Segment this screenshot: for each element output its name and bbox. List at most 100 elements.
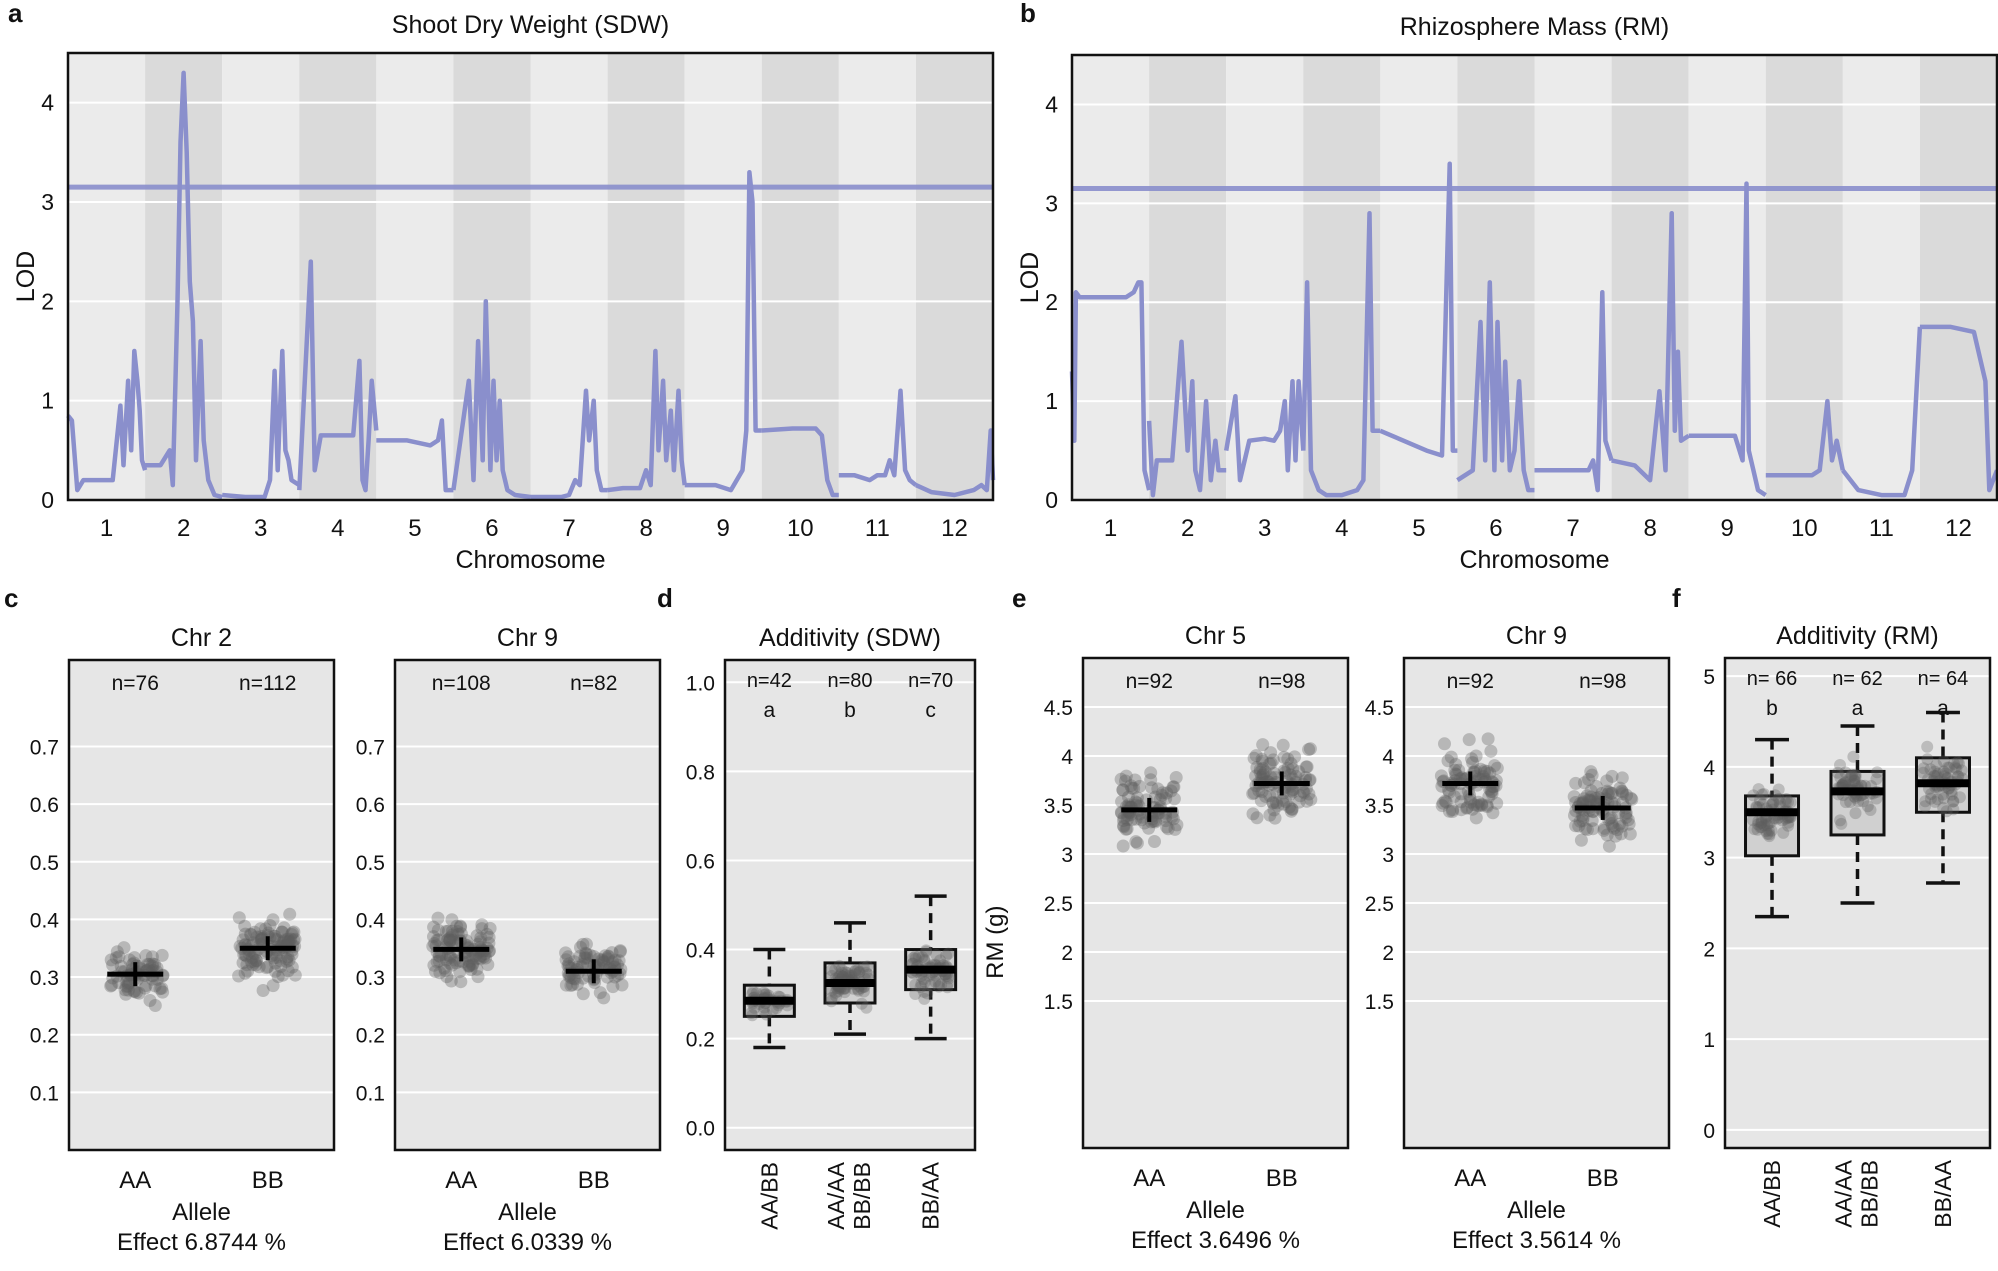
data-point (746, 1009, 759, 1022)
data-point (597, 991, 611, 1005)
data-point (146, 957, 160, 971)
data-point (261, 929, 275, 943)
data-point (1460, 801, 1474, 814)
data-point (471, 970, 485, 984)
y-tick-label: 0.4 (356, 909, 386, 932)
y-tick-label: 3.5 (1365, 795, 1394, 818)
data-point (437, 961, 451, 975)
data-point (1917, 766, 1930, 779)
x-tick-label: 8 (639, 515, 652, 542)
data-point (469, 952, 483, 966)
data-point (1249, 749, 1263, 763)
data-point (1485, 785, 1499, 798)
data-point (267, 932, 281, 946)
data-point (119, 987, 133, 1001)
x-tick-text: AA/BB (1759, 1160, 1785, 1228)
data-point (579, 947, 593, 961)
data-point (155, 981, 169, 995)
data-point (934, 954, 947, 967)
data-point (483, 921, 497, 935)
x-tick-text: AA/AABB/BB (823, 1161, 875, 1229)
data-point (581, 957, 595, 970)
data-point (249, 958, 263, 972)
data-point (1144, 766, 1158, 780)
data-point (1747, 789, 1760, 802)
data-point (269, 948, 283, 962)
data-point (1480, 800, 1494, 814)
data-point (1135, 813, 1149, 827)
data-point (1772, 783, 1785, 796)
data-point (155, 948, 169, 962)
data-point (112, 950, 126, 964)
data-point (1623, 827, 1637, 841)
data-point (1286, 762, 1300, 776)
data-point (1760, 825, 1772, 838)
data-point (1624, 791, 1638, 805)
data-point (282, 953, 296, 967)
data-point (1776, 814, 1789, 827)
data-point (1577, 776, 1591, 790)
data-point (244, 955, 258, 969)
data-point (1148, 835, 1161, 848)
data-point (1931, 793, 1944, 806)
data-point (1937, 755, 1950, 768)
data-point (1861, 800, 1874, 813)
data-point (943, 972, 955, 985)
data-point (580, 951, 594, 965)
y-tick-label: 4 (1061, 746, 1073, 769)
data-point (1755, 814, 1768, 827)
panel-letter: e (1012, 583, 1026, 613)
data-point (117, 941, 131, 955)
data-point (1831, 766, 1844, 779)
data-point (442, 932, 456, 946)
allele-plot-c1: 0.1 0.2 0.3 0.4 0.5 0.6 0.7 n=76 AA n=112 BB Chr 2 A… (30, 624, 336, 1256)
data-point (758, 986, 770, 999)
data-point (578, 950, 592, 964)
data-point (270, 950, 283, 964)
plot-frame (723, 658, 977, 1152)
panel-letter: a (8, 0, 23, 28)
y-tick-label: 4.5 (1044, 697, 1073, 720)
x-tick-label: 4 (331, 515, 344, 542)
data-point (839, 969, 852, 981)
data-point (288, 968, 302, 982)
data-point (1779, 796, 1792, 809)
data-point (430, 933, 444, 947)
data-point (462, 959, 476, 973)
data-point (443, 933, 457, 947)
data-point (473, 952, 487, 966)
data-point (1758, 788, 1771, 801)
data-point (566, 978, 579, 992)
data-point (1837, 777, 1850, 790)
data-point (1864, 804, 1877, 816)
data-point (468, 949, 482, 963)
x-tick-label: 12 (1945, 515, 1972, 542)
data-point (1756, 788, 1769, 801)
data-point (1467, 798, 1481, 812)
data-point (1292, 765, 1306, 779)
y-tick-label: 1.5 (1044, 991, 1073, 1014)
effect-size: Effect 6.0339 % (443, 1229, 612, 1256)
x-tick-label: 8 (1643, 515, 1656, 542)
data-point (446, 933, 460, 947)
data-point (268, 964, 282, 978)
lod-curve-chr4 (297, 259, 379, 493)
data-point (1919, 795, 1932, 808)
data-point (1625, 792, 1639, 806)
data-point (1569, 819, 1583, 833)
x-tick-label: 5 (1412, 515, 1425, 542)
data-point (1575, 809, 1589, 823)
data-point (1573, 814, 1587, 828)
data-point (1122, 790, 1135, 804)
data-point (267, 929, 281, 943)
significance-letter: a (1852, 697, 1864, 720)
data-point (1620, 788, 1633, 802)
data-point (1839, 796, 1852, 809)
data-point (1584, 784, 1598, 798)
data-point (920, 944, 933, 957)
data-point (745, 1007, 758, 1019)
data-point (475, 922, 489, 936)
lod-curve-chr5 (1379, 161, 1458, 458)
data-point (1777, 826, 1790, 839)
